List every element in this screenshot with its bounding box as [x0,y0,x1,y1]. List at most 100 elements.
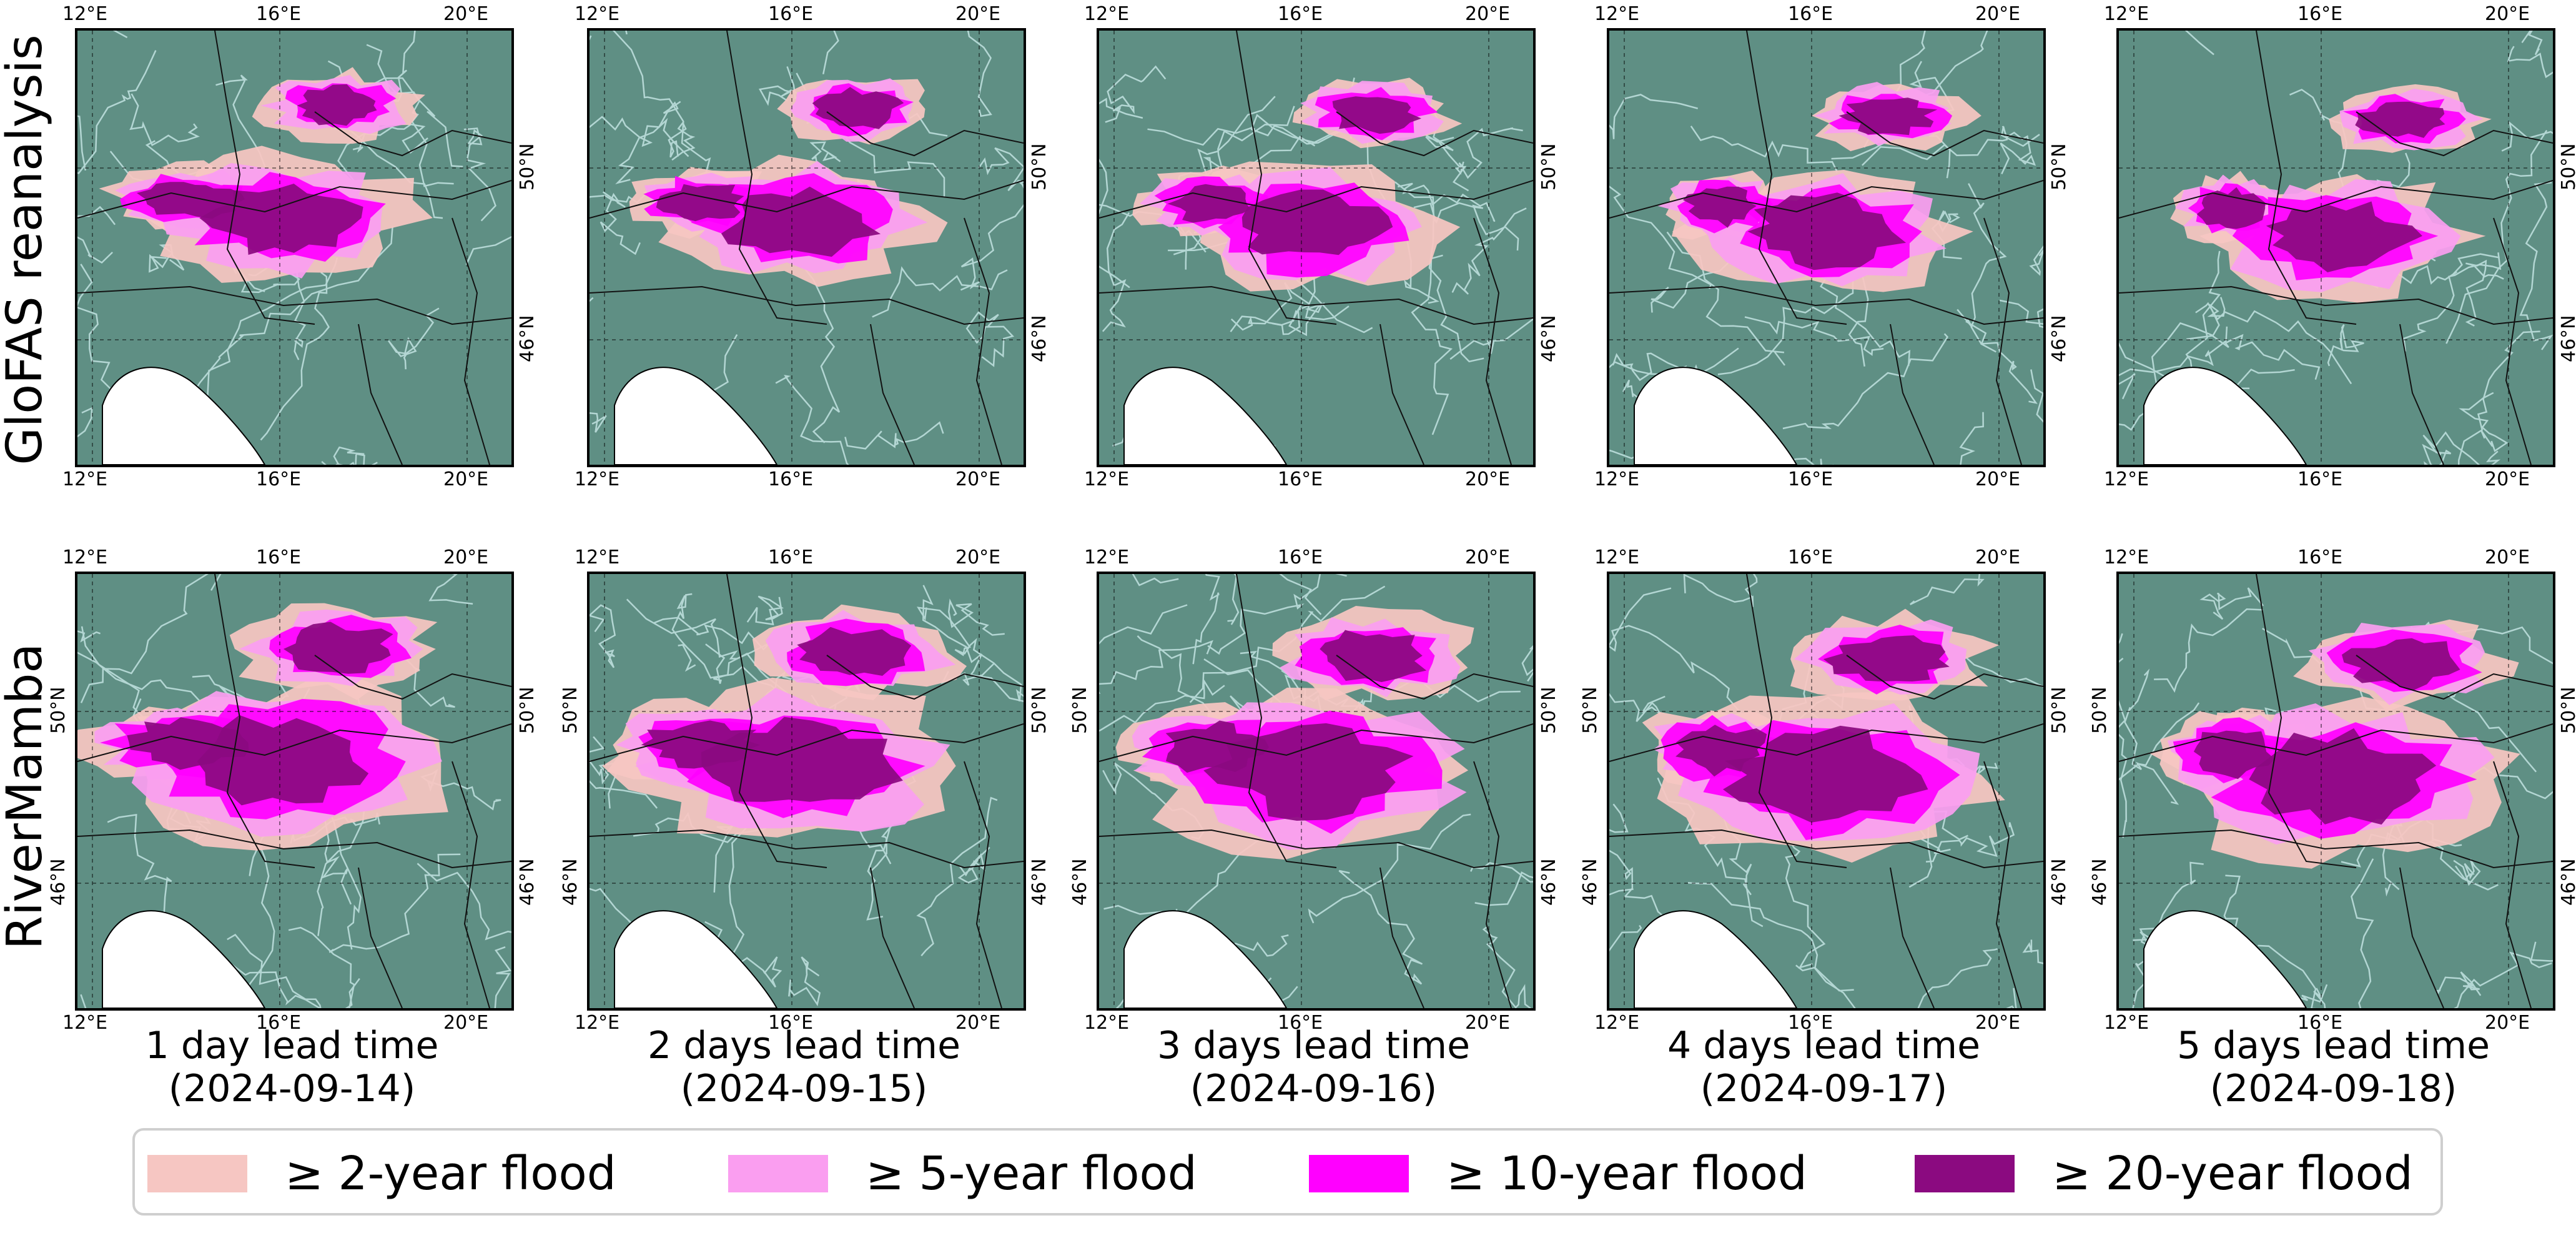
flood-area [2266,201,2422,272]
sea [1123,910,1288,1008]
lon-tick-label: 20°E [2485,468,2530,490]
graticule [1099,574,1533,1008]
border [77,829,511,869]
river [957,846,990,884]
border [590,180,1024,219]
river [2258,944,2317,1008]
map-panel [75,572,514,1011]
lat-tick-label: 46°N [2089,858,2111,906]
lon-tick-label: 16°E [256,1012,302,1034]
lon-tick-label: 12°E [575,3,620,25]
border [1609,723,2043,762]
lon-tick-label: 12°E [1594,468,1640,490]
river [388,307,440,370]
flood-area [1747,192,1907,270]
legend-swatch [1915,1155,2015,1192]
river [77,630,101,643]
lon-tick-label: 12°E [575,1012,620,1034]
border [1890,324,1935,465]
river [2465,259,2504,327]
border [964,761,1002,1008]
flood-area [1838,97,1938,136]
legend-swatch [728,1155,828,1192]
border [214,574,315,868]
lon-tick-label: 20°E [1975,3,2021,25]
border [1473,217,1512,465]
lead-time-date: (2024-09-14) [168,1067,416,1111]
lat-tick-label: 50°N [516,686,538,734]
river [1279,574,1322,615]
lead-time-label: 2 days lead time [647,1024,960,1067]
lat-tick-label: 50°N [1069,686,1091,734]
lon-tick-label: 12°E [1084,3,1130,25]
river [2184,31,2214,56]
country-borders [590,31,1024,465]
river [2132,946,2149,1008]
graticule [1609,31,2043,465]
lon-tick-label: 20°E [443,547,489,568]
river [1192,574,1220,665]
flood-area [641,720,761,769]
river [2453,858,2481,886]
river [1338,869,1423,985]
river [1968,183,2007,353]
country-borders [77,31,511,465]
river [2457,330,2540,465]
flood-map [77,574,511,1008]
sea [2143,910,2307,1008]
flood-area [1823,635,1950,681]
flood-area [199,184,363,255]
border [826,655,1024,700]
river [2445,130,2548,344]
flood-extent [1657,82,1981,292]
border [1609,180,2043,219]
border [2356,111,2553,157]
river [600,191,641,255]
river [1917,948,1998,1008]
lead-time-caption: 2 days lead time (2024-09-15) [586,1024,1023,1111]
river [1099,97,1143,215]
river [247,842,275,1008]
map-panel [587,28,1026,467]
sea [102,367,266,465]
lon-tick-label: 12°E [575,547,620,568]
lon-tick-label: 20°E [2485,3,2530,25]
lon-tick-label: 16°E [2297,468,2343,490]
lon-tick-label: 20°E [443,3,489,25]
lon-tick-label: 12°E [1084,468,1130,490]
border [590,285,1024,325]
lat-tick-label: 46°N [1029,315,1050,362]
river [1609,587,1672,646]
flood-extent [1115,606,1474,860]
lon-tick-label: 20°E [2485,547,2530,568]
river [112,31,128,39]
river [1454,127,1523,179]
lat-tick-label: 50°N [516,143,538,191]
sea [1634,367,1798,465]
river [746,595,784,626]
river [1744,316,1884,356]
lon-tick-label: 20°E [443,1012,489,1034]
river [916,796,998,957]
map-panel [1607,572,2046,1011]
lat-tick-label: 50°N [2048,143,2070,191]
lead-time-caption: 1 day lead time (2024-09-14) [74,1024,511,1111]
map-panel [587,572,1026,1011]
legend-swatch [1309,1155,1409,1192]
lead-time-label: 4 days lead time [1667,1024,1980,1067]
river [2119,657,2124,663]
river [1411,254,1453,435]
lon-tick-label: 20°E [443,468,489,490]
lon-tick-label: 16°E [768,3,814,25]
flood-extent [629,78,948,287]
flood-map [1609,31,2043,465]
border [314,111,511,157]
river [1959,412,1984,465]
border [2256,574,2357,868]
river [2006,988,2017,1008]
lat-tick-label: 50°N [2558,143,2576,191]
river [967,31,992,117]
map-panel [1607,28,2046,467]
lon-tick-label: 12°E [2104,1012,2149,1034]
river [1925,822,2015,863]
